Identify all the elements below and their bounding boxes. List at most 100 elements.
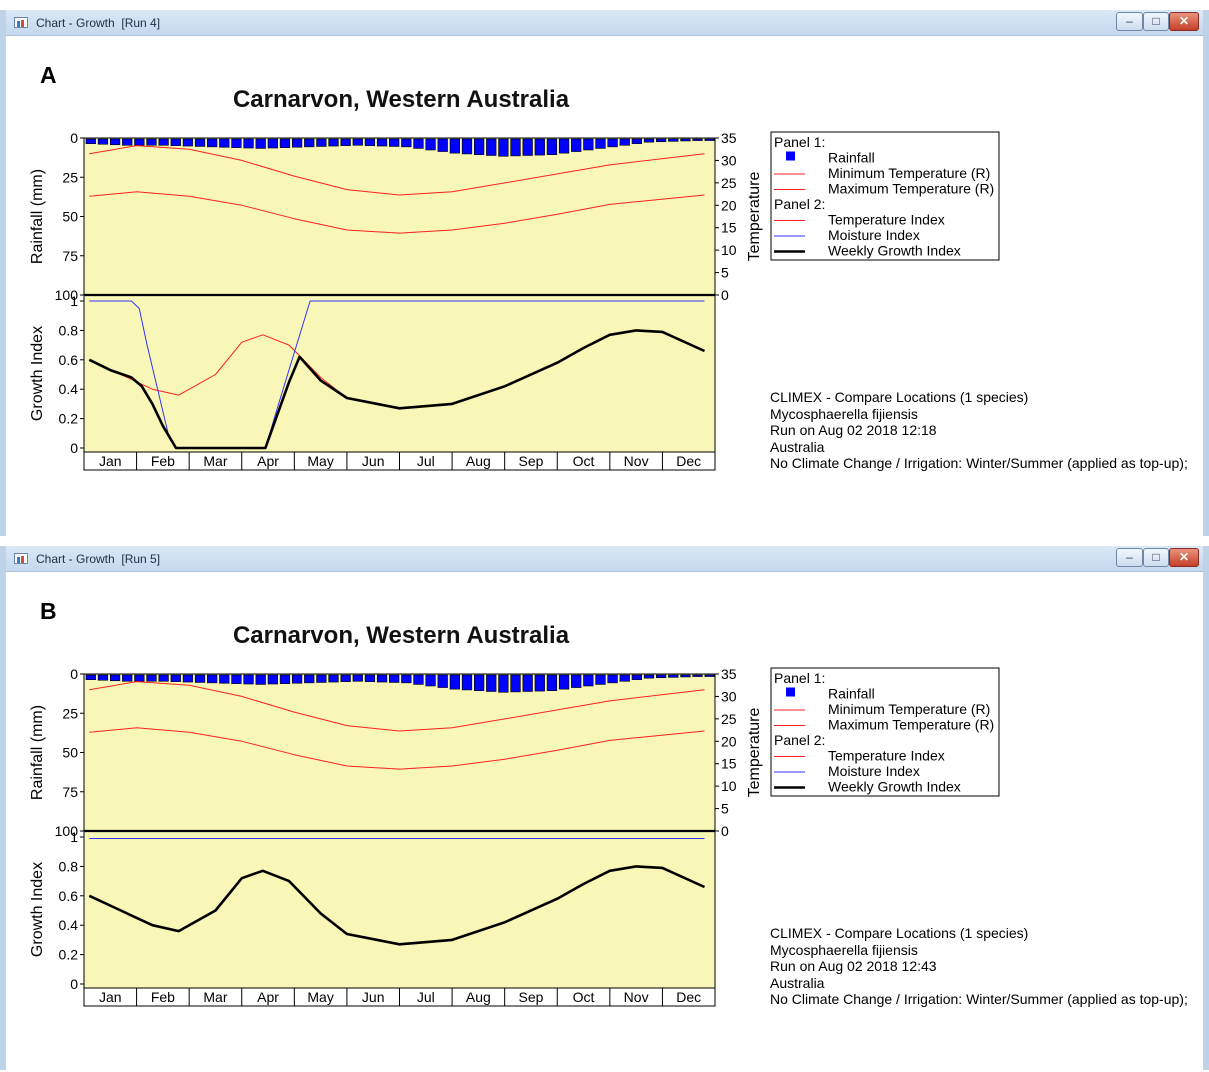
weekly-growth-index-line [88,865,706,946]
window-titlebar[interactable]: Chart - Growth [Run 5] – □ ✕ [6,546,1203,572]
left-tick-label: 25 [62,169,78,185]
legend-item-label: Maximum Temperature (R) [828,717,994,733]
growth-tick-label: 0 [70,976,78,992]
left-tick-label: 100 [55,287,79,303]
month-label: Jan [99,989,122,1005]
growth-tick-label: 0 [70,440,78,456]
rainfall-bar [607,674,618,684]
growth-tick-label: 0.2 [59,947,79,963]
rainfall-bar [413,674,424,685]
month-label: Sep [518,453,543,469]
rainfall-bar [182,674,194,683]
rainfall-bar [583,138,594,151]
growth-tick-label: 0.2 [59,411,79,427]
rainfall-bar [558,674,570,690]
legend-item-label: Weekly Growth Index [828,243,961,259]
legend-header: Panel 2: [774,732,825,748]
rainfall-bar [279,674,291,684]
rainfall-bar [267,138,278,149]
run-info-line: Mycosphaerella fijiensis [770,405,918,422]
run-info-line: No Climate Change / Irrigation: Winter/S… [770,455,1188,472]
rainfall-bar [510,138,521,157]
maximize-icon[interactable]: □ [1143,548,1169,567]
rainfall-bar [134,674,145,682]
run-info-line: Run on Aug 02 2018 12:43 [770,958,937,975]
month-label: Aug [466,453,491,469]
minimize-icon[interactable]: – [1116,12,1143,31]
growth-tick-label: 0.4 [59,381,79,397]
rainfall-bar [219,674,230,684]
rainfall-bar [571,674,582,688]
rainfall-bar [328,674,339,683]
legend-box [770,667,1000,797]
rainfall-bar [643,674,655,679]
rainfall-bar [449,138,460,154]
rainfall-bar [704,674,715,677]
right-tick-label: 10 [721,242,737,258]
legend-header: Panel 2: [774,196,825,212]
left-tick-label: 100 [55,823,79,839]
legend-item-label: Weekly Growth Index [828,779,961,795]
maximize-icon[interactable]: □ [1143,12,1169,31]
legend-swatch [786,687,795,697]
right-tick-label: 10 [721,778,737,794]
rainfall-bar [631,138,642,145]
legend-header: Panel 1: [774,670,825,686]
rainfall-bar [619,138,630,146]
left-tick-label: 0 [70,130,78,146]
rainfall-bar [692,138,703,141]
rainfall-bar [437,138,448,152]
rainfall-bar [207,674,218,684]
rainfall-bar [425,138,436,151]
chart-window-icon [14,17,28,28]
minimize-icon[interactable]: – [1116,548,1143,567]
rainfall-bar [680,138,691,142]
rainfall-bar [558,138,570,154]
rainfall-bar [255,674,266,685]
rainfall-bar [534,138,545,156]
rainfall-bar [437,674,448,688]
right-tick-label: 0 [721,287,729,303]
month-label: Jun [362,989,385,1005]
max-temperature-line [89,145,705,196]
y-axis-label-rainfall: Rainfall (mm) [29,169,46,264]
month-label: Nov [624,989,649,1005]
close-icon[interactable]: ✕ [1169,12,1199,31]
right-tick-label: 35 [721,666,737,682]
rainfall-bar [255,138,266,149]
legend-box [770,131,1000,261]
plot-area-bottom [83,294,716,453]
run-info-line: CLIMEX - Compare Locations (1 species) [770,389,1029,405]
close-icon[interactable]: ✕ [1169,548,1199,567]
growth-tick-label: 0.8 [59,858,79,874]
month-label: Oct [573,453,595,469]
rainfall-bar [461,138,473,155]
left-tick-label: 50 [62,209,78,225]
plot-area-bottom [83,830,716,989]
min-temperature-line [89,727,705,770]
rainfall-bar [291,138,303,148]
rainfall-bar [122,674,133,682]
right-tick-label: 30 [721,688,737,704]
rainfall-bar [279,138,291,148]
chart-window-run5: Chart - Growth [Run 5] – □ ✕ B Carnarvon… [0,546,1209,1070]
window-title: Chart - Growth [Run 5] [36,552,161,566]
rainfall-bar [401,138,412,148]
chart-title: Carnarvon, Western Australia [232,622,570,649]
rainfall-bar [643,138,655,143]
rainfall-bar [631,674,642,681]
rainfall-bar [656,138,667,143]
run-info-line: CLIMEX - Compare Locations (1 species) [770,925,1029,941]
rainfall-bar [546,138,558,155]
left-tick-label: 0 [70,666,78,682]
rainfall-bar [328,138,339,147]
rainfall-bar [595,138,606,149]
rainfall-bar [510,674,521,693]
rainfall-bar [340,138,351,146]
window-titlebar[interactable]: Chart - Growth [Run 4] – □ ✕ [6,10,1203,36]
legend-item-label: Temperature Index [828,212,945,228]
rainfall-bar [474,674,485,691]
right-tick-label: 20 [721,197,737,213]
